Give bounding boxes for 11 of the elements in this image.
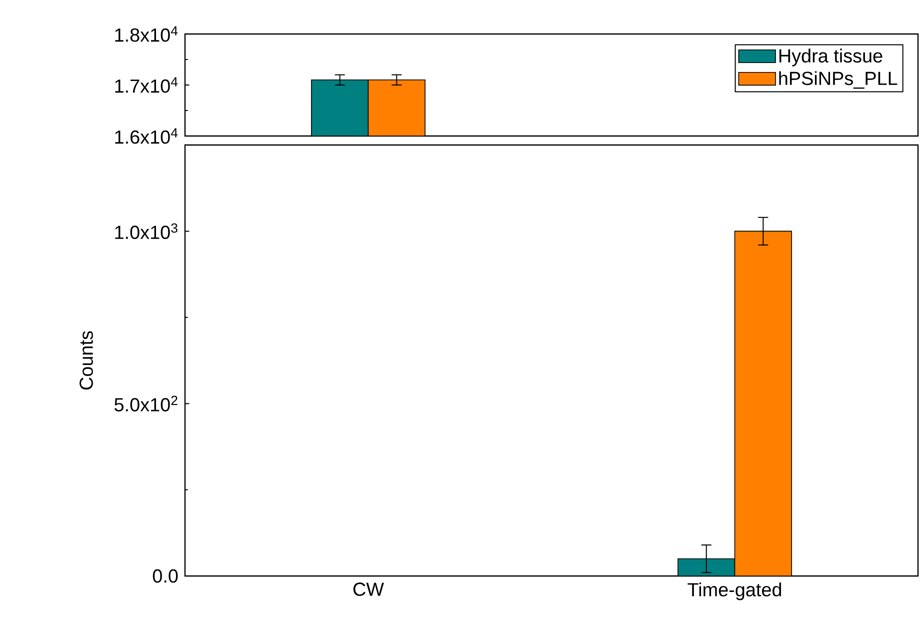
y-tick-label: 5.0x10$^{2}$ xyxy=(114,396,178,412)
legend-label: Hydra tissue xyxy=(779,48,882,66)
y-tick-label: 1.8x10$^{4}$ xyxy=(115,26,178,42)
y-tick-label: 1.7x10$^{4}$ xyxy=(115,77,178,93)
x-tick-label: CW xyxy=(353,582,384,596)
x-tick-label: Time-gated xyxy=(688,582,782,600)
y-tick-label: 0.0 xyxy=(152,569,178,583)
y-axis-title: Counts xyxy=(80,331,93,390)
y-tick-label: 1.6x10$^{4}$ xyxy=(115,128,178,144)
legend-label: hPSiNPs_PLL xyxy=(779,71,898,89)
y-tick-label: 1.0x10$^{3}$ xyxy=(115,223,178,240)
